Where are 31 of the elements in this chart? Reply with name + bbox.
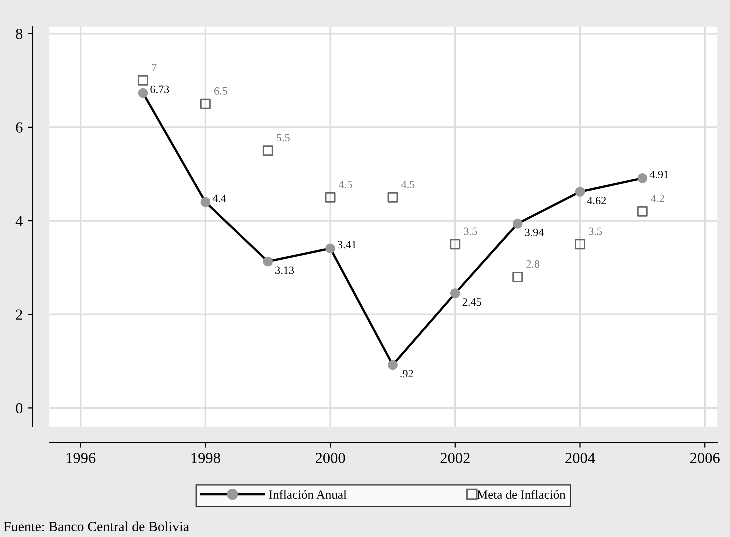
data-label: 4.91 bbox=[650, 170, 668, 179]
x-tick-label: 2002 bbox=[440, 453, 470, 464]
x-tick-label: 1998 bbox=[192, 453, 220, 464]
y-tick-label: 0 bbox=[16, 403, 23, 414]
y-tick-label: 2 bbox=[16, 310, 22, 320]
data-label: 4.4 bbox=[212, 194, 226, 202]
data-label: 2.45 bbox=[462, 298, 482, 306]
data-label: 6.73 bbox=[150, 86, 170, 94]
y-tick-label: 6 bbox=[16, 122, 23, 133]
x-tick-label: 2006 bbox=[690, 453, 720, 464]
legend-label: Inflación Anual bbox=[269, 490, 347, 500]
x-tick-label: 2004 bbox=[566, 453, 596, 464]
data-label: 3.5 bbox=[589, 228, 602, 236]
data-label: 2.8 bbox=[526, 260, 540, 268]
data-label: 3.5 bbox=[464, 228, 478, 236]
data-label: 4.62 bbox=[587, 197, 606, 205]
data-label: 7 bbox=[152, 64, 157, 72]
data-label: 4.5 bbox=[402, 181, 415, 188]
data-label: 3.41 bbox=[338, 241, 356, 249]
source-note: Fuente: Banco Central de Bolivia bbox=[4, 522, 190, 532]
data-label: .92 bbox=[400, 370, 414, 378]
data-label: 4.2 bbox=[651, 195, 664, 203]
data-label: 4.5 bbox=[339, 181, 352, 188]
x-tick-label: 1996 bbox=[66, 453, 96, 464]
data-label: 6.5 bbox=[214, 87, 228, 95]
data-label: 5.5 bbox=[277, 134, 290, 142]
y-tick-label: 8 bbox=[16, 29, 23, 40]
data-label: 3.13 bbox=[276, 266, 294, 274]
x-tick-label: 2000 bbox=[316, 453, 346, 464]
data-label: 3.94 bbox=[525, 228, 544, 236]
y-tick-label: 4 bbox=[16, 216, 23, 226]
